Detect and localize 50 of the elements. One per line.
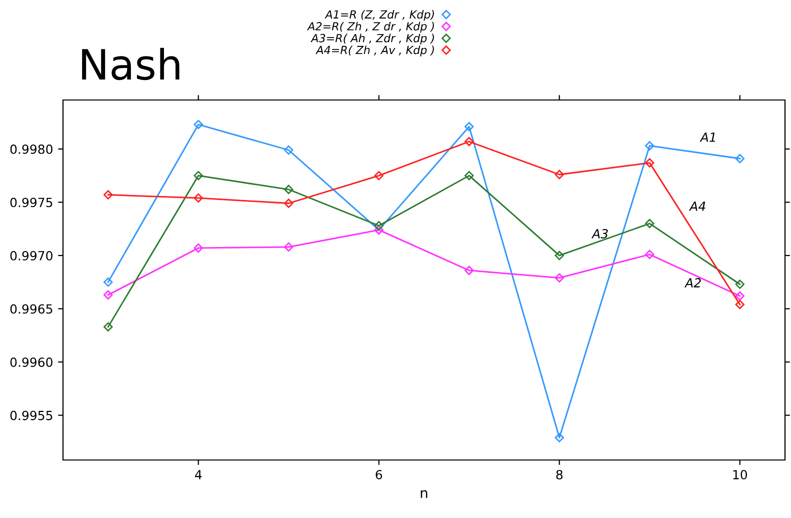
annotation: A1 [700, 132, 715, 142]
point [194, 120, 203, 130]
legend-label: A1=R (Z, Zdr , Kdp) [324, 10, 434, 21]
legend-label: A2=R( Zh , Z dr , Kdp ) [307, 22, 434, 33]
x-tick-label: 8 [556, 470, 562, 480]
point [554, 250, 564, 260]
annotation: A3 [591, 228, 608, 238]
point [645, 250, 654, 260]
annotation: A4 [688, 202, 706, 211]
point [645, 158, 654, 168]
point [554, 273, 564, 282]
point [374, 221, 384, 230]
annotation: A2 [684, 278, 701, 288]
y-tick-label: 0.9970 [10, 250, 52, 260]
point [194, 170, 203, 180]
point [284, 184, 294, 194]
point [194, 243, 203, 253]
point [735, 300, 744, 310]
x-tick-label: 4 [195, 470, 202, 480]
x-tick-label: 10 [733, 470, 747, 480]
y-tick-label: 0.9960 [10, 357, 52, 367]
point [645, 141, 654, 150]
point [374, 170, 384, 180]
x-axis-title: n [420, 490, 428, 498]
point [104, 190, 113, 200]
x-tick-label: 6 [376, 470, 382, 480]
y-tick-label: 0.9955 [10, 410, 52, 420]
point [284, 145, 294, 155]
legend-label: A3=R( Ah , Zdr , Kdp ) [310, 34, 434, 44]
y-tick-label: 0.9965 [10, 304, 52, 314]
point [735, 280, 744, 289]
point [464, 136, 474, 146]
legend-label: A4=R( Zh , Av , Kdp ) [316, 46, 434, 56]
point [464, 122, 474, 132]
point [194, 193, 203, 203]
point [735, 291, 744, 301]
point [645, 218, 654, 228]
y-tick-label: 0.9980 [10, 144, 52, 154]
chart-title: Nash [82, 48, 180, 80]
point [284, 198, 294, 208]
point [554, 433, 564, 442]
y-tick-label: 0.9975 [10, 198, 52, 208]
point [284, 242, 294, 252]
point [464, 266, 474, 276]
point [104, 290, 113, 300]
point [464, 170, 474, 180]
point [104, 322, 113, 332]
point [735, 154, 744, 164]
point [554, 170, 564, 180]
point [104, 278, 113, 287]
